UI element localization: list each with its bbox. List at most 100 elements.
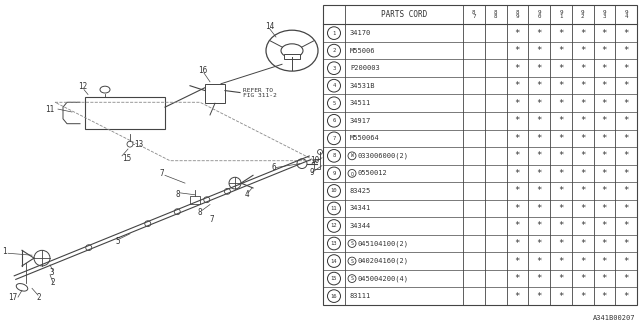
Text: *: *: [558, 187, 564, 196]
Text: 83111: 83111: [350, 293, 371, 299]
Text: 9
3: 9 3: [603, 10, 606, 19]
Text: S: S: [351, 241, 353, 246]
Text: *: *: [515, 64, 520, 73]
Text: *: *: [623, 221, 629, 230]
Text: *: *: [623, 28, 629, 38]
Text: M55006: M55006: [350, 48, 376, 54]
Text: 14: 14: [331, 259, 337, 264]
Text: *: *: [558, 28, 564, 38]
Text: *: *: [536, 257, 542, 266]
Text: *: *: [602, 221, 607, 230]
Text: *: *: [602, 257, 607, 266]
Text: *: *: [536, 28, 542, 38]
Text: 6: 6: [272, 163, 276, 172]
Text: *: *: [536, 116, 542, 125]
Text: *: *: [602, 28, 607, 38]
Text: 14: 14: [265, 22, 275, 31]
Text: *: *: [515, 221, 520, 230]
Text: 9
0: 9 0: [538, 10, 541, 19]
Text: 033006000(2): 033006000(2): [357, 153, 408, 159]
Text: 8: 8: [332, 153, 335, 158]
Text: *: *: [623, 257, 629, 266]
Text: P200003: P200003: [350, 65, 380, 71]
Text: *: *: [580, 274, 586, 283]
Text: 13: 13: [331, 241, 337, 246]
Text: *: *: [558, 221, 564, 230]
Text: 34170: 34170: [350, 30, 371, 36]
Text: 6: 6: [332, 118, 335, 123]
Text: *: *: [536, 46, 542, 55]
Text: *: *: [580, 28, 586, 38]
Text: *: *: [623, 134, 629, 143]
Text: *: *: [602, 292, 607, 300]
Text: 8
7: 8 7: [472, 10, 476, 19]
Text: *: *: [580, 169, 586, 178]
Text: 11: 11: [331, 206, 337, 211]
Text: 10: 10: [331, 188, 337, 193]
Text: *: *: [580, 221, 586, 230]
Text: *: *: [580, 99, 586, 108]
Text: 5: 5: [332, 101, 335, 106]
Text: W: W: [351, 153, 353, 158]
Text: 16: 16: [331, 294, 337, 299]
Text: *: *: [536, 274, 542, 283]
Text: *: *: [623, 81, 629, 90]
Text: *: *: [515, 116, 520, 125]
Text: *: *: [515, 81, 520, 90]
Text: *: *: [623, 151, 629, 160]
Text: *: *: [536, 81, 542, 90]
Text: *: *: [515, 204, 520, 213]
Text: *: *: [623, 99, 629, 108]
Text: 12: 12: [331, 223, 337, 228]
Text: *: *: [515, 292, 520, 300]
Text: *: *: [602, 46, 607, 55]
Text: *: *: [515, 28, 520, 38]
Text: 17: 17: [8, 292, 17, 301]
Text: *: *: [558, 239, 564, 248]
Text: *: *: [558, 257, 564, 266]
Text: 12: 12: [78, 82, 87, 91]
Text: 10: 10: [310, 156, 319, 165]
Text: *: *: [623, 292, 629, 300]
Bar: [323, 5, 637, 305]
Text: *: *: [515, 187, 520, 196]
Text: *: *: [602, 169, 607, 178]
Text: *: *: [602, 81, 607, 90]
Text: *: *: [623, 116, 629, 125]
Text: *: *: [558, 99, 564, 108]
Text: 13: 13: [134, 140, 143, 149]
Text: *: *: [623, 239, 629, 248]
Text: *: *: [580, 187, 586, 196]
Text: *: *: [580, 292, 586, 300]
Text: 4: 4: [332, 83, 335, 88]
Text: *: *: [558, 151, 564, 160]
Text: 4: 4: [245, 190, 250, 199]
Text: 5: 5: [115, 237, 120, 246]
Text: *: *: [558, 81, 564, 90]
Text: *: *: [558, 116, 564, 125]
Text: *: *: [515, 169, 520, 178]
Text: 3: 3: [332, 66, 335, 71]
Text: 7: 7: [332, 136, 335, 141]
Text: *: *: [515, 151, 520, 160]
Text: *: *: [536, 169, 542, 178]
Text: *: *: [558, 204, 564, 213]
Text: *: *: [536, 239, 542, 248]
Text: 3: 3: [50, 268, 54, 277]
Text: *: *: [602, 187, 607, 196]
Text: *: *: [623, 46, 629, 55]
Text: *: *: [602, 134, 607, 143]
Text: 34341: 34341: [350, 205, 371, 212]
Text: *: *: [623, 169, 629, 178]
Text: A341B00207: A341B00207: [593, 315, 635, 320]
Text: 9: 9: [332, 171, 335, 176]
Text: *: *: [515, 257, 520, 266]
Text: *: *: [515, 239, 520, 248]
Text: 7: 7: [160, 169, 164, 178]
Bar: [205, 84, 225, 103]
Text: 8
8: 8 8: [494, 10, 497, 19]
Text: 9: 9: [310, 168, 315, 177]
Text: 2: 2: [36, 292, 40, 301]
Text: *: *: [558, 46, 564, 55]
Text: *: *: [602, 239, 607, 248]
